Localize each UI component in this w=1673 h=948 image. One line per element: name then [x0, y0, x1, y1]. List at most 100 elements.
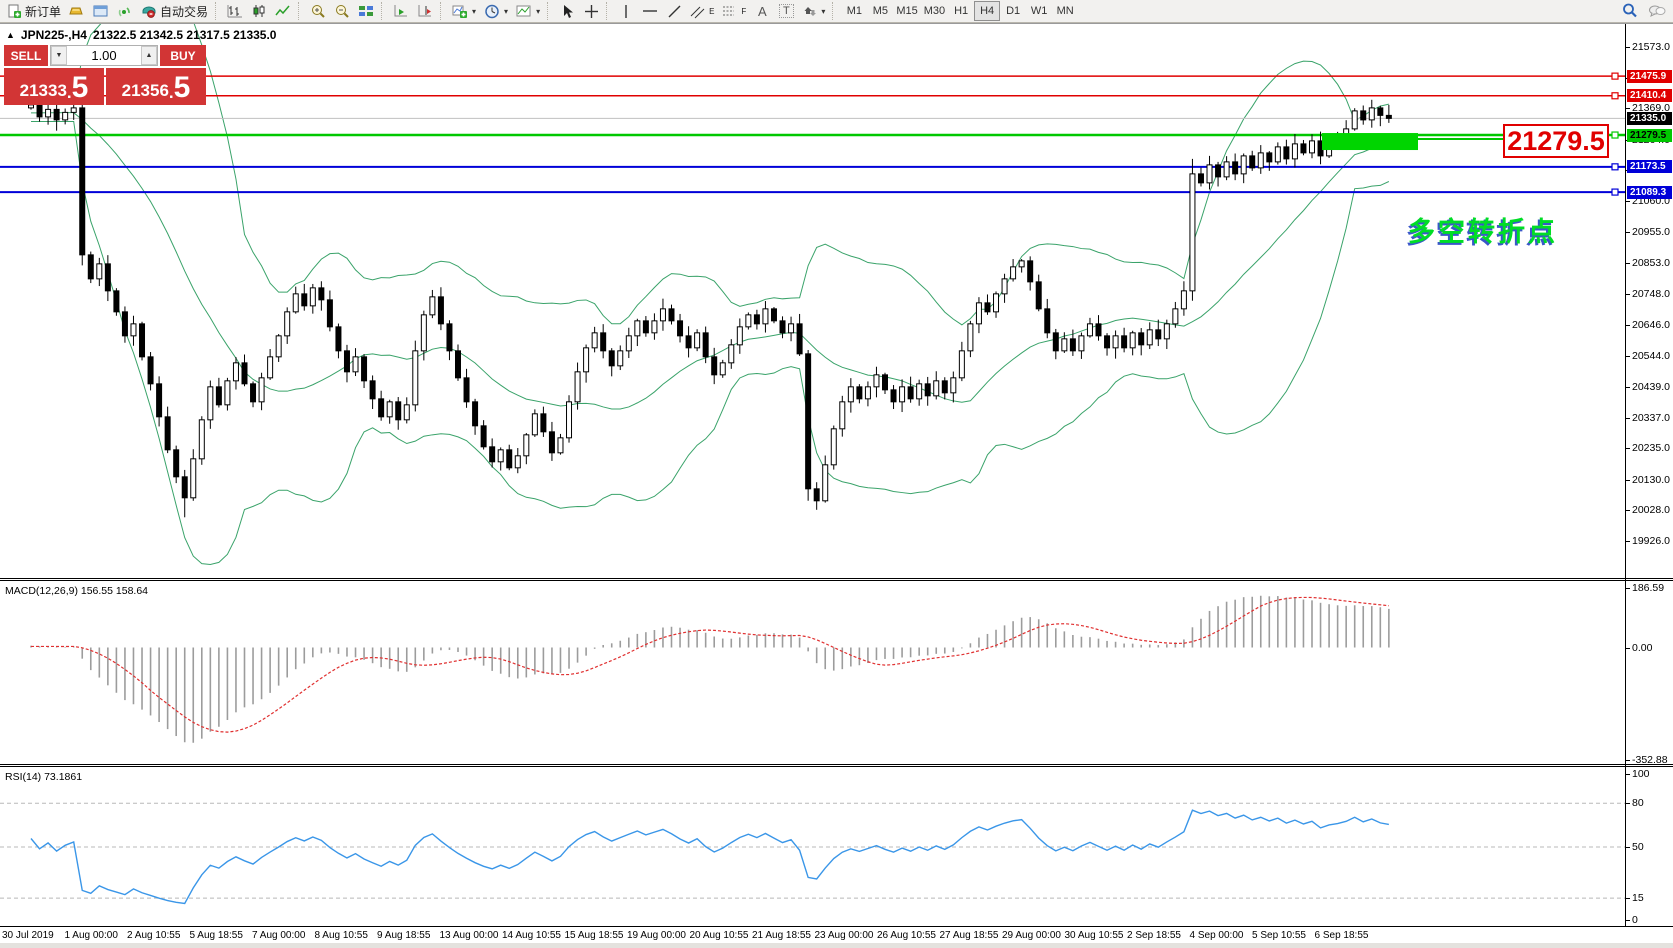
hline-price-tag[interactable]: 21475.9 — [1627, 69, 1672, 83]
price-tick-label: 20544.0 — [1632, 349, 1670, 362]
fibonacci-tool-button[interactable]: F — [719, 1, 749, 21]
search-button[interactable] — [1619, 1, 1641, 21]
chart-shift-button[interactable] — [414, 1, 436, 21]
macd-axis[interactable]: 186.59 0.00 -352.88 — [1626, 581, 1673, 766]
crosshair-tool-button[interactable] — [580, 1, 602, 21]
pane-separator[interactable] — [0, 580, 1673, 581]
date-label: 21 Aug 18:55 — [752, 930, 811, 941]
sell-price-frac: 5 — [71, 71, 89, 104]
chart-ohlc-values: 21322.5 21342.5 21317.5 21335.0 — [92, 28, 277, 42]
new-order-button[interactable]: 新订单 — [4, 1, 64, 21]
auto-scroll-button[interactable] — [390, 1, 412, 21]
toolbar-separator — [547, 2, 552, 20]
price-tick-label: 20748.0 — [1632, 288, 1670, 301]
timeframe-m15[interactable]: M15 — [896, 5, 918, 17]
buy-price-display[interactable]: 21356. 5 — [106, 68, 206, 105]
periods-button[interactable]: ▾ — [481, 1, 511, 21]
rsi-indicator-label: RSI(14) 73.1861 — [5, 771, 83, 783]
timeframe-h4[interactable]: H4 — [974, 1, 1001, 21]
zoom-out-icon — [336, 4, 349, 18]
macd-tick-label: -352.88 — [1632, 753, 1668, 766]
tile-windows-button[interactable] — [355, 1, 377, 21]
horizontal-line-tool-button[interactable] — [639, 1, 661, 21]
timeframe-h1[interactable]: H1 — [954, 5, 969, 17]
text-tool-label: A — [757, 3, 767, 19]
market-watch-button[interactable] — [66, 1, 88, 21]
hline-price-tag[interactable]: 21410.4 — [1627, 89, 1672, 103]
dropdown-caret: ▾ — [472, 6, 477, 16]
rsi-pane[interactable]: RSI(14) 73.1861 — [0, 767, 1625, 926]
zoom-in-button[interactable] — [307, 1, 329, 21]
search-icon — [1623, 3, 1637, 18]
buy-button[interactable]: BUY — [160, 45, 206, 66]
chat-button[interactable] — [1645, 1, 1669, 21]
macd-tick-label: 186.59 — [1632, 582, 1665, 594]
time-axis[interactable]: 30 Jul 2019 1 Aug 00:00 2 Aug 10:55 5 Aug 1… — [0, 926, 1673, 943]
price-tick-label: 20337.0 — [1632, 411, 1670, 424]
price-tick-label: 20439.0 — [1632, 381, 1670, 394]
timeframe-w1[interactable]: W1 — [1030, 5, 1048, 17]
rsi-tick-label: 15 — [1632, 892, 1644, 905]
dropdown-caret: ▾ — [821, 6, 826, 16]
buy-price-main: 21356 — [121, 81, 169, 100]
volume-decrease-button[interactable]: ▼ — [51, 46, 67, 65]
rsi-tick-label: 50 — [1632, 841, 1644, 853]
volume-stepper: ▼ ▲ — [50, 45, 158, 66]
navigator-button[interactable] — [90, 1, 112, 21]
toolbar-separator — [298, 2, 303, 20]
timeframe-d1[interactable]: D1 — [1006, 5, 1021, 17]
vertical-line-tool-button[interactable] — [615, 1, 637, 21]
axis-border — [1625, 24, 1626, 927]
date-label: 20 Aug 10:55 — [689, 930, 749, 941]
macd-pane[interactable]: MACD(12,26,9) 156.55 158.64 — [0, 581, 1625, 764]
price-callout-label[interactable]: 21279.5 — [1503, 124, 1609, 158]
price-axis[interactable]: 21573.021471.021369.021264.021162.021060… — [1626, 24, 1673, 578]
hline-price-tag[interactable]: 21279.5 — [1627, 128, 1672, 142]
chart-title: ▲ JPN225-,H4 21322.5 21342.5 21317.5 213… — [6, 28, 276, 42]
arrows-tool-button[interactable]: ▾ — [799, 1, 828, 21]
timeframe-m30[interactable]: M30 — [923, 5, 946, 17]
price-tick-mark — [1626, 232, 1630, 234]
timeframe-mn[interactable]: MN — [1056, 5, 1074, 17]
text-label-tool-button[interactable]: T — [775, 1, 797, 21]
line-chart-button[interactable] — [272, 1, 294, 21]
pane-separator[interactable] — [0, 764, 1673, 765]
equidistant-channel-tool-button[interactable]: E — [687, 1, 717, 21]
sell-price-display[interactable]: 21333. 5 — [4, 68, 104, 105]
date-label: 30 Jul 2019 — [2, 930, 54, 941]
rsi-tick-mark — [1626, 898, 1630, 900]
date-label: 29 Aug 00:00 — [1002, 930, 1061, 941]
trendline-tool-button[interactable] — [663, 1, 685, 21]
zoom-out-button[interactable] — [331, 1, 353, 21]
cursor-tool-button[interactable] — [556, 1, 578, 21]
pane-separator[interactable] — [0, 766, 1673, 767]
label-tool-label: T — [778, 4, 794, 18]
text-tool-button[interactable]: A — [751, 1, 773, 21]
buy-price-frac: 5 — [173, 71, 191, 104]
date-label: 19 Aug 00:00 — [627, 930, 686, 941]
timeframe-m5[interactable]: M5 — [872, 5, 888, 17]
hline-price-tag[interactable]: 21089.3 — [1627, 185, 1672, 199]
pane-separator[interactable] — [0, 578, 1673, 579]
rsi-tick-label: 100 — [1632, 768, 1650, 780]
navigator-window-icon — [93, 5, 108, 17]
sell-button[interactable]: SELL — [4, 45, 50, 66]
buy-price-dot: . — [168, 83, 174, 102]
bar-chart-button[interactable] — [224, 1, 246, 21]
candlestick-chart-button[interactable] — [248, 1, 270, 21]
timeframe-m1[interactable]: M1 — [846, 5, 862, 17]
templates-button[interactable]: ▾ — [513, 1, 543, 21]
volume-increase-button[interactable]: ▲ — [141, 46, 157, 65]
main-chart[interactable] — [0, 24, 1625, 578]
price-tick-label: 19926.0 — [1632, 535, 1670, 547]
add-indicator-button[interactable]: ▾ — [449, 1, 479, 21]
signals-button[interactable] — [114, 1, 136, 21]
hline-price-tag[interactable]: 21173.5 — [1627, 160, 1672, 174]
one-click-panel-toggle[interactable]: ▲ — [6, 30, 15, 40]
toolbar: 新订单 自动交易 — [0, 0, 1673, 23]
volume-input[interactable] — [67, 46, 141, 65]
chart-annotation-text[interactable]: 多空转折点 — [1408, 217, 1558, 247]
rsi-axis[interactable]: 100 80 50 15 0 — [1626, 767, 1673, 926]
toolbar-separator — [215, 2, 220, 20]
auto-trading-button[interactable]: 自动交易 — [138, 1, 211, 21]
